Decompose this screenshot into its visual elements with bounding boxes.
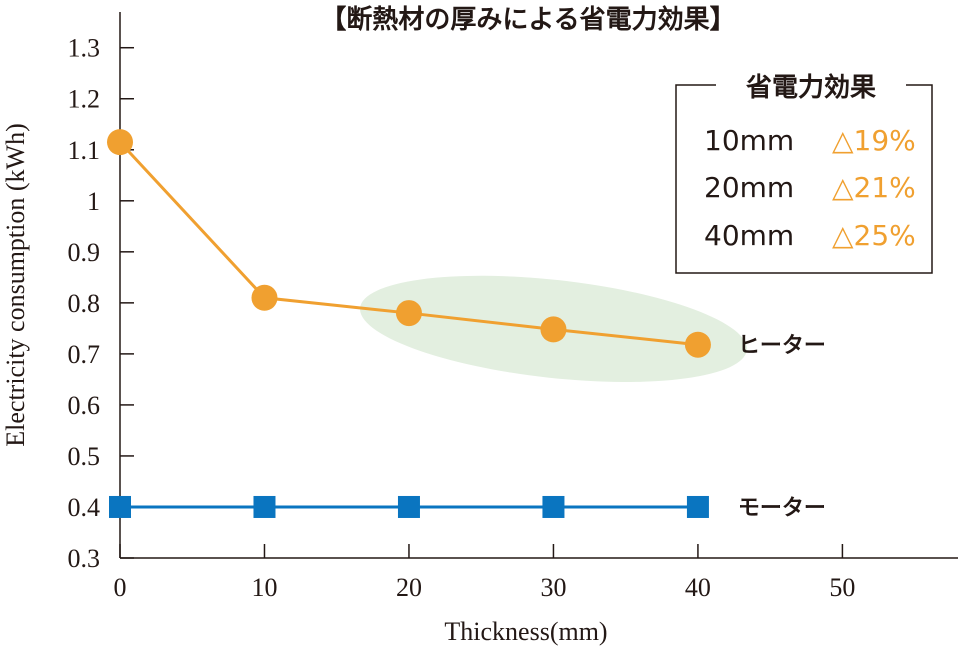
y-tick-label: 0.3: [68, 544, 101, 573]
x-tick-label: 20: [396, 573, 422, 602]
y-tick-label: 0.9: [68, 238, 101, 267]
y-tick-label: 0.5: [68, 442, 101, 471]
series-label-heater: ヒーター: [738, 334, 826, 359]
data-point-motor: [253, 495, 276, 518]
legend-saving-20: △21%: [832, 171, 916, 204]
y-tick-label: 1.2: [68, 85, 101, 114]
data-point-heater: [540, 316, 567, 343]
chart-title: 【断熱材の厚みによる省電力効果】: [320, 4, 735, 35]
legend-frame: [675, 84, 933, 274]
legend-saving-10: △19%: [832, 124, 916, 157]
y-axis-title: Electricity consumption (kWh): [1, 123, 30, 446]
legend-title: 省電力効果: [745, 72, 876, 103]
legend-thickness-40: 40mm: [704, 219, 794, 252]
x-tick-label: 10: [251, 573, 277, 602]
y-tick-label: 1.3: [68, 34, 101, 63]
data-point-heater: [107, 129, 133, 156]
x-axis-title: Thickness(mm): [444, 617, 607, 646]
x-tick-label: 0: [114, 573, 127, 602]
legend-thickness-20: 20mm: [704, 171, 794, 204]
data-point-heater: [395, 300, 422, 327]
y-tick-label: 0.6: [68, 391, 101, 420]
y-tick-label: 1.1: [68, 136, 101, 165]
legend-thickness-10: 10mm: [704, 124, 794, 157]
y-tick-label: 1: [87, 187, 100, 216]
y-axis-ticks: 0.3 0.4 0.5 0.6 0.7 0.8 0.9 1 1.1 1.2 1.3: [68, 34, 134, 573]
series-label-motor: モーター: [738, 496, 826, 521]
y-tick-label: 0.4: [68, 493, 101, 522]
x-tick-label: 30: [540, 573, 566, 602]
data-point-heater: [684, 331, 711, 358]
data-point-motor: [542, 495, 565, 518]
y-tick-label: 0.7: [68, 340, 101, 369]
x-axis-ticks: 0 10 20 30 40 50: [114, 544, 855, 602]
legend-saving-40: △25%: [832, 219, 916, 252]
data-point-heater: [251, 284, 278, 311]
x-tick-label: 40: [685, 573, 711, 602]
y-tick-label: 0.8: [68, 289, 101, 318]
legend-box: 省電力効果 10mm △19% 20mm △21% 40mm △25%: [675, 70, 933, 274]
data-point-motor: [686, 495, 709, 518]
x-tick-label: 50: [829, 573, 855, 602]
data-point-motor: [397, 495, 420, 518]
legend-title-backdrop: [716, 70, 906, 102]
data-point-motor: [109, 495, 131, 518]
